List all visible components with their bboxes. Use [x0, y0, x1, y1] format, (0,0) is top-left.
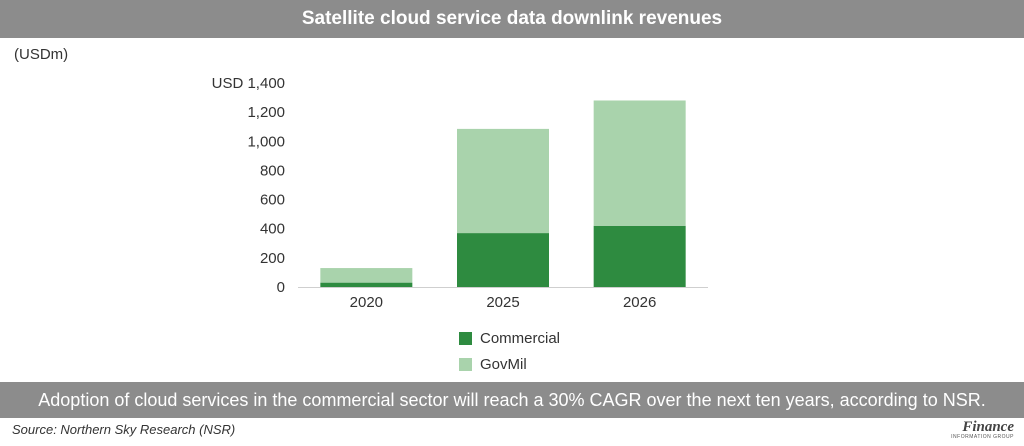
logo-sub-text: INFORMATION GROUP — [951, 434, 1014, 440]
y-tick-label: 600 — [260, 192, 285, 209]
bar-commercial-2026 — [593, 225, 686, 287]
legend: Commercial GovMil — [459, 328, 560, 380]
x-tick-label: 2026 — [623, 294, 656, 311]
y-tick-label: USD 1,400 — [212, 75, 285, 92]
bars — [320, 100, 686, 287]
y-tick-label: 1,200 — [247, 104, 285, 121]
bar-govmil-2020 — [320, 268, 413, 283]
legend-swatch-commercial — [459, 331, 472, 345]
legend-label-commercial: Commercial — [480, 329, 561, 347]
bar-govmil-2025 — [457, 128, 549, 234]
y-tick-label: 400 — [260, 221, 285, 238]
legend-label-govmil: GovMil — [480, 355, 527, 373]
logo-main-text: Finance — [962, 419, 1014, 435]
y-tick-label: 800 — [260, 162, 285, 179]
bar-commercial-2020 — [320, 282, 413, 287]
y-tick-label: 1,000 — [247, 133, 285, 150]
legend-item-commercial: Commercial — [459, 328, 560, 348]
y-axis: 0 200 400 600 800 1,000 1,200 USD 1,400 — [212, 75, 285, 296]
bar-commercial-2025 — [457, 233, 549, 287]
y-tick-label: 200 — [260, 250, 285, 267]
x-axis: 2020 2025 2026 — [350, 294, 657, 311]
x-tick-label: 2020 — [350, 294, 383, 311]
caption: Adoption of cloud services in the commer… — [0, 382, 1024, 418]
chart-title: Satellite cloud service data downlink re… — [0, 0, 1024, 38]
x-tick-label: 2025 — [486, 294, 519, 311]
legend-item-govmil: GovMil — [459, 354, 560, 374]
unit-label: (USDm) — [14, 46, 69, 63]
bar-govmil-2026 — [593, 100, 686, 226]
y-tick-label: 0 — [277, 279, 285, 296]
publisher-logo: Finance INFORMATION GROUP — [951, 420, 1014, 440]
source-note: Source: Northern Sky Research (NSR) — [12, 422, 236, 437]
legend-swatch-govmil — [459, 357, 472, 371]
